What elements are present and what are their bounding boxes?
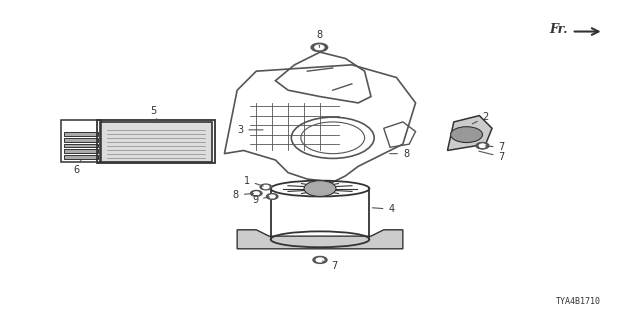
Text: 7: 7 (485, 142, 505, 152)
Text: 6: 6 (74, 160, 81, 175)
FancyBboxPatch shape (65, 132, 98, 136)
Text: TYA4B1710: TYA4B1710 (556, 297, 600, 306)
FancyBboxPatch shape (100, 122, 212, 162)
Circle shape (311, 43, 328, 52)
FancyBboxPatch shape (65, 149, 98, 153)
Circle shape (477, 143, 488, 148)
Circle shape (253, 192, 259, 195)
Circle shape (269, 195, 275, 198)
Text: 4: 4 (372, 204, 394, 214)
Text: 8: 8 (233, 190, 253, 200)
Text: 1: 1 (244, 176, 263, 186)
FancyBboxPatch shape (65, 143, 98, 147)
Text: 7: 7 (479, 151, 505, 162)
Text: 8: 8 (390, 149, 409, 159)
Text: 9: 9 (252, 195, 269, 205)
Polygon shape (447, 116, 492, 150)
Circle shape (313, 256, 327, 263)
Text: 2: 2 (472, 112, 489, 124)
Text: 7: 7 (323, 261, 337, 271)
Polygon shape (237, 230, 403, 249)
Circle shape (479, 144, 485, 147)
Circle shape (266, 194, 278, 199)
Circle shape (262, 185, 269, 188)
Circle shape (304, 180, 336, 196)
FancyBboxPatch shape (65, 155, 98, 159)
Text: 5: 5 (150, 106, 157, 120)
Circle shape (260, 184, 271, 190)
Text: 8: 8 (316, 30, 323, 47)
Text: 3: 3 (237, 125, 263, 135)
Circle shape (316, 258, 324, 262)
Text: Fr.: Fr. (550, 23, 568, 36)
Circle shape (250, 190, 262, 196)
Circle shape (315, 45, 324, 50)
Circle shape (479, 144, 486, 147)
Circle shape (476, 142, 489, 149)
Circle shape (451, 127, 483, 142)
FancyBboxPatch shape (65, 138, 98, 142)
